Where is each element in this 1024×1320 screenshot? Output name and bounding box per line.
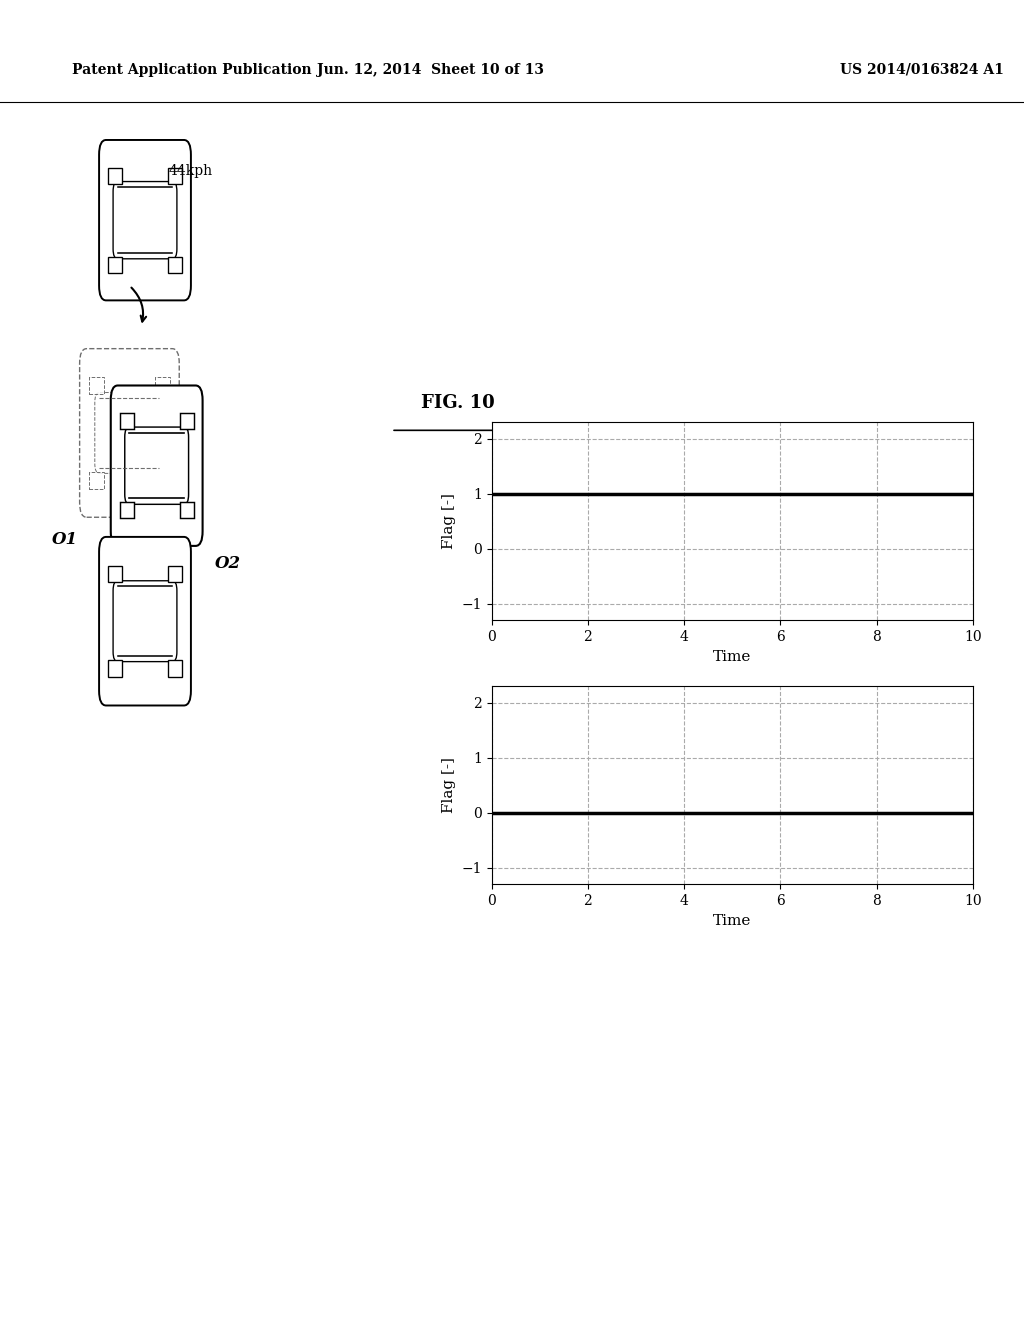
Text: O2: O2 (215, 556, 242, 573)
FancyBboxPatch shape (99, 140, 190, 301)
FancyBboxPatch shape (113, 182, 177, 259)
Bar (168, 565, 182, 582)
FancyBboxPatch shape (95, 392, 164, 474)
FancyBboxPatch shape (80, 348, 179, 517)
Bar (168, 660, 182, 677)
Bar (179, 503, 194, 517)
FancyBboxPatch shape (99, 537, 190, 705)
Text: 44kph: 44kph (168, 164, 212, 178)
Bar (179, 413, 194, 429)
X-axis label: Time: Time (713, 913, 752, 928)
Text: O1: O1 (51, 531, 78, 548)
Text: Jun. 12, 2014  Sheet 10 of 13: Jun. 12, 2014 Sheet 10 of 13 (316, 63, 544, 77)
X-axis label: Time: Time (713, 649, 752, 664)
Bar (89, 378, 104, 393)
Bar (109, 168, 122, 183)
FancyBboxPatch shape (111, 385, 203, 546)
Bar (155, 473, 170, 488)
Y-axis label: Flag [-]: Flag [-] (441, 758, 456, 813)
Bar (89, 473, 104, 488)
Bar (120, 503, 134, 517)
Y-axis label: Flag [-]: Flag [-] (441, 494, 456, 549)
Text: US 2014/0163824 A1: US 2014/0163824 A1 (840, 63, 1004, 77)
Bar (109, 257, 122, 272)
Text: Patent Application Publication: Patent Application Publication (72, 63, 311, 77)
Bar (168, 257, 182, 272)
Bar (109, 660, 122, 677)
FancyBboxPatch shape (125, 428, 188, 504)
Bar (155, 378, 170, 393)
Bar (109, 565, 122, 582)
Text: FIG. 10: FIG. 10 (421, 393, 495, 412)
FancyBboxPatch shape (113, 581, 177, 661)
Bar (120, 413, 134, 429)
Bar (168, 168, 182, 183)
